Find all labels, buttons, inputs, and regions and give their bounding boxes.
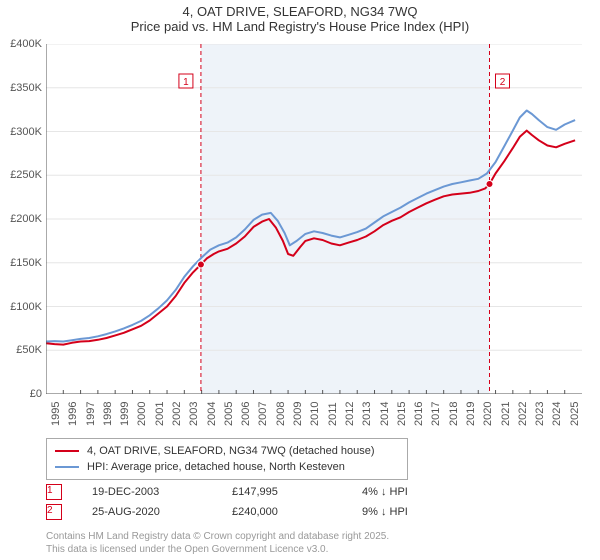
x-axis-tick-label: 1996 (67, 402, 79, 426)
x-axis-tick-label: 2025 (569, 402, 581, 426)
sale-date: 19-DEC-2003 (92, 486, 232, 498)
sale-delta: 9% ↓ HPI (362, 506, 408, 518)
x-axis-tick-label: 2023 (534, 402, 546, 426)
sales-row: 1 19-DEC-2003£147,9954% ↓ HPI (46, 482, 582, 502)
x-axis-tick-label: 2016 (413, 402, 425, 426)
attribution-line-1: Contains HM Land Registry data © Crown c… (46, 530, 389, 543)
legend-swatch-2 (55, 466, 79, 468)
sale-price: £240,000 (232, 506, 362, 518)
legend-row-series-2: HPI: Average price, detached house, Nort… (55, 459, 399, 475)
y-axis-tick-label: £400K (10, 38, 42, 50)
x-axis-tick-label: 2008 (275, 402, 287, 426)
x-axis-tick-label: 2019 (465, 402, 477, 426)
sale-price: £147,995 (232, 486, 362, 498)
x-axis-tick-label: 2010 (309, 402, 321, 426)
x-axis-tick-label: 2002 (171, 402, 183, 426)
x-axis-tick-label: 2018 (448, 402, 460, 426)
y-axis-tick-label: £0 (30, 388, 42, 400)
x-axis-tick-label: 2003 (188, 402, 200, 426)
x-axis-tick-label: 1999 (119, 402, 131, 426)
x-axis-labels: 1995 1996 1997 1998 1999 2000 2001 2002 2003 2004… (46, 396, 582, 436)
sale-date: 25-AUG-2020 (92, 506, 232, 518)
x-axis-tick-label: 2012 (344, 402, 356, 426)
x-axis-tick-label: 2017 (430, 402, 442, 426)
attribution-line-2: This data is licensed under the Open Gov… (46, 543, 389, 556)
attribution-text: Contains HM Land Registry data © Crown c… (46, 530, 389, 556)
svg-text:2: 2 (500, 77, 506, 88)
x-axis-tick-label: 2009 (292, 402, 304, 426)
y-axis-tick-label: £50K (16, 344, 42, 356)
x-axis-tick-label: 2000 (136, 402, 148, 426)
x-axis-tick-label: 2020 (482, 402, 494, 426)
x-axis-tick-label: 2021 (500, 402, 512, 426)
y-axis-tick-label: £250K (10, 169, 42, 181)
x-axis-tick-label: 2014 (379, 402, 391, 426)
y-axis-tick-label: £100K (10, 301, 42, 313)
chart-svg: 12 (46, 44, 582, 394)
title-line-1: 4, OAT DRIVE, SLEAFORD, NG34 7WQ (0, 4, 600, 19)
x-axis-tick-label: 2007 (257, 402, 269, 426)
title-line-2: Price paid vs. HM Land Registry's House … (0, 19, 600, 34)
sale-marker-box: 1 (46, 484, 62, 500)
chart-plot-area: 12 (46, 44, 582, 394)
sales-table: 1 19-DEC-2003£147,9954% ↓ HPI 2 25-AUG-2020… (46, 482, 582, 522)
x-axis-tick-label: 1997 (85, 402, 97, 426)
sale-marker-box: 2 (46, 504, 62, 520)
y-axis-tick-label: £300K (10, 126, 42, 138)
y-axis-labels: £0£50K£100K£150K£200K£250K£300K£350K£400… (0, 44, 44, 394)
sales-row: 2 25-AUG-2020£240,0009% ↓ HPI (46, 502, 582, 522)
y-axis-tick-label: £150K (10, 257, 42, 269)
legend-row-series-1: 4, OAT DRIVE, SLEAFORD, NG34 7WQ (detach… (55, 443, 399, 459)
x-axis-tick-label: 2006 (240, 402, 252, 426)
svg-text:1: 1 (183, 77, 189, 88)
x-axis-tick-label: 2004 (206, 402, 218, 426)
y-axis-tick-label: £350K (10, 82, 42, 94)
x-axis-tick-label: 1998 (102, 402, 114, 426)
sale-delta: 4% ↓ HPI (362, 486, 408, 498)
legend-label-1: 4, OAT DRIVE, SLEAFORD, NG34 7WQ (detach… (87, 443, 375, 459)
legend-label-2: HPI: Average price, detached house, Nort… (87, 459, 345, 475)
legend-swatch-1 (55, 450, 79, 452)
x-axis-tick-label: 1995 (50, 402, 62, 426)
chart-container: 4, OAT DRIVE, SLEAFORD, NG34 7WQ Price p… (0, 0, 600, 560)
x-axis-tick-label: 2024 (551, 402, 563, 426)
x-axis-tick-label: 2022 (517, 402, 529, 426)
x-axis-tick-label: 2013 (361, 402, 373, 426)
title-block: 4, OAT DRIVE, SLEAFORD, NG34 7WQ Price p… (0, 0, 600, 34)
x-axis-tick-label: 2015 (396, 402, 408, 426)
x-axis-tick-label: 2011 (327, 402, 339, 426)
y-axis-tick-label: £200K (10, 213, 42, 225)
x-axis-tick-label: 2001 (154, 402, 166, 426)
legend-box: 4, OAT DRIVE, SLEAFORD, NG34 7WQ (detach… (46, 438, 408, 480)
x-axis-tick-label: 2005 (223, 402, 235, 426)
